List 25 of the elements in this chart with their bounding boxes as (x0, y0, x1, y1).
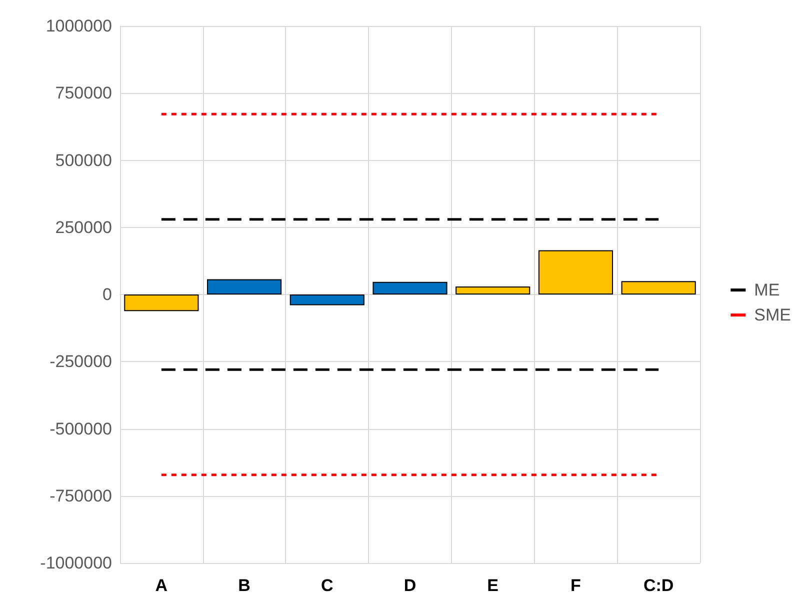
y-tick-label: -500000 (50, 419, 112, 438)
legend-label: ME (754, 280, 780, 300)
bar (207, 279, 282, 294)
x-tick-label: D (404, 576, 416, 595)
legend-label: SME (754, 306, 792, 324)
y-tick-label: -250000 (50, 352, 112, 372)
y-tick-label: 1000000 (46, 16, 112, 36)
x-tick-label: B (238, 576, 250, 595)
x-tick-label: F (570, 576, 581, 595)
y-tick-label: 250000 (55, 218, 112, 237)
y-tick-label: 0 (102, 285, 112, 304)
y-tick-label: -750000 (50, 486, 112, 506)
bar (538, 250, 613, 294)
bar (124, 294, 199, 312)
bar (290, 294, 364, 306)
y-tick-label: 500000 (55, 150, 112, 170)
bar (372, 282, 448, 294)
y-tick-label: -1000000 (40, 554, 112, 572)
y-tick-label: 750000 (55, 84, 112, 103)
x-tick-label: C:D (643, 576, 674, 595)
bar (621, 281, 696, 294)
bar (456, 286, 530, 294)
x-tick-label: C (321, 576, 334, 595)
x-tick-label: E (487, 576, 499, 595)
x-tick-label: A (155, 576, 168, 595)
